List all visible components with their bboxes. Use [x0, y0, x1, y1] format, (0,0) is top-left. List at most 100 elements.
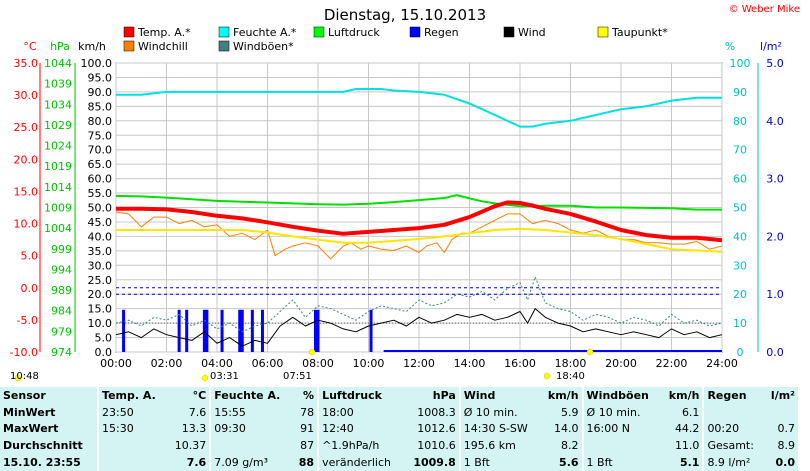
temp-tick-label: 10.0: [14, 218, 39, 231]
table-row: Durchschnitt 10.37 87 ^1.9hPa/h 1010.6 1…: [0, 437, 798, 455]
wind-tick-label: 60.0: [88, 173, 113, 186]
wind-tick-label: 30.0: [88, 259, 113, 272]
table-cell: 1 Bft: [458, 454, 541, 471]
table-cell: 7.09 g/m³: [209, 454, 293, 471]
table-cell: 15:30: [97, 420, 167, 438]
table-cell: 7.6: [188, 405, 207, 419]
table-row: MaxWert 15:30 13.3 09:30 91 12:40 1012.6…: [0, 420, 798, 438]
pressure-tick-label: 999: [51, 243, 72, 256]
humidity-tick-label: 100: [730, 57, 751, 70]
table-cell: 1009.8: [413, 456, 456, 470]
pressure-tick-label: 1039: [44, 78, 72, 91]
table-header: Sensor: [3, 388, 46, 402]
wind-tick-label: 70.0: [88, 144, 113, 157]
table-cell: 8.9: [777, 439, 796, 453]
table-cell: 1008.3: [417, 405, 456, 419]
temp-tick-label: 25.0: [14, 121, 39, 134]
sunrise-time: 03:31: [210, 371, 239, 382]
table-cell: Ø 10 min.: [581, 403, 661, 421]
x-tick-label: 20:00: [605, 357, 637, 370]
table-cell: 1012.6: [417, 422, 456, 436]
wind-tick-label: 10.0: [88, 317, 113, 330]
pressure-tick-label: 1009: [44, 202, 72, 215]
humidity-tick-label: 60: [733, 173, 747, 186]
rain-tick-label: 3.0: [766, 173, 784, 186]
legend-swatch: [123, 26, 135, 38]
table-header: Regen: [702, 387, 764, 404]
wind-tick-label: 15.0: [88, 303, 113, 316]
table-row: MinWert 23:50 7.6 15:55 78 18:00 1008.3 …: [0, 403, 798, 421]
pressure-tick-label: 989: [51, 284, 72, 297]
wind-tick-label: 80.0: [88, 115, 113, 128]
table-header: hPa: [432, 388, 456, 402]
rain-bar: [205, 309, 209, 352]
series-line-windben: [115, 276, 723, 333]
rain-tick-label: 4.0: [766, 115, 784, 128]
table-cell: 10.37: [174, 439, 207, 453]
table-cell: 1010.6: [417, 439, 456, 453]
table-header: Temp. A.: [97, 387, 167, 404]
legend-label: Windchill: [138, 40, 188, 53]
rain-bar: [185, 309, 189, 352]
sun-marker-icon: [201, 374, 209, 382]
pressure-tick-label: 1014: [44, 181, 72, 194]
legend-swatch: [597, 26, 609, 38]
sun-marker-icon: [586, 348, 594, 356]
legend-swatch: [123, 40, 135, 52]
rain-bar: [122, 309, 126, 352]
table-header: Wind: [458, 387, 541, 404]
temp-tick-label: 20.0: [14, 153, 39, 166]
sun-marker-icon: [543, 372, 551, 380]
table-cell: Ø 10 min.: [458, 403, 541, 421]
legend-label: Wind: [518, 26, 546, 39]
legend-swatch: [409, 26, 421, 38]
table-cell: 00:20: [702, 420, 764, 438]
table-cell: [581, 437, 661, 455]
humidity-tick-label: 30: [733, 259, 747, 272]
wind-tick-label: 5.0: [95, 332, 113, 345]
wind-tick-label: 45.0: [88, 216, 113, 229]
table-header: Luftdruck: [317, 387, 404, 404]
table-cell: 0.0: [775, 456, 796, 470]
table-cell: 14.0: [554, 422, 579, 436]
table-cell: [764, 404, 798, 421]
table-cell: 195.6 km: [458, 437, 541, 455]
table-cell: Durchschnitt: [3, 439, 83, 453]
wind-tick-label: 85.0: [88, 100, 113, 113]
rain-axis-label: l/m²: [760, 40, 782, 53]
temp-tick-label: -10.0: [10, 346, 38, 359]
rain-bar: [313, 309, 317, 352]
humidity-tick-label: 10: [733, 317, 747, 330]
summary-table: Sensor Temp. A. °C Feuchte A. % Luftdruc…: [0, 387, 798, 471]
x-tick-label: 06:00: [252, 357, 284, 370]
pressure-tick-label: 974: [51, 346, 72, 359]
wind-tick-label: 95.0: [88, 71, 113, 84]
rain-bar: [369, 309, 373, 352]
table-cell: 6.1: [681, 405, 700, 419]
weather-chart: 00:00 02:00 04:00 06:00 08:00 10:00 12:00 14:00…: [10, 26, 784, 382]
rain-bar: [316, 309, 320, 352]
humidity-axis-label: %: [725, 40, 735, 53]
table-cell: 09:30: [209, 420, 293, 438]
legend-label: Feuchte A.*: [233, 26, 297, 39]
table-cell: 13.3: [181, 422, 207, 436]
legend-label: Taupunkt*: [611, 26, 668, 39]
temp-tick-label: 30.0: [14, 89, 39, 102]
credit-label: © Weber Mike: [728, 4, 800, 15]
legend-swatch: [503, 26, 515, 38]
wind-tick-label: 35.0: [88, 245, 113, 258]
wind-tick-label: 75.0: [88, 129, 113, 142]
table-cell: 5.6: [559, 456, 579, 470]
table-header: %: [303, 388, 315, 402]
table-cell: 8.2: [561, 439, 579, 453]
pressure-tick-label: 979: [51, 325, 72, 338]
table-cell: 44.2: [674, 422, 700, 436]
wind-axis-label: km/h: [78, 40, 106, 53]
temp-tick-label: -5.0: [17, 314, 38, 327]
legend-swatch: [313, 26, 325, 38]
table-cell: 16:00 N: [581, 420, 661, 438]
table-cell: 8.9 l/m²: [702, 454, 764, 471]
legend-swatch: [218, 40, 230, 52]
table-cell: MinWert: [3, 405, 56, 419]
rain-tick-label: 1.0: [766, 288, 784, 301]
